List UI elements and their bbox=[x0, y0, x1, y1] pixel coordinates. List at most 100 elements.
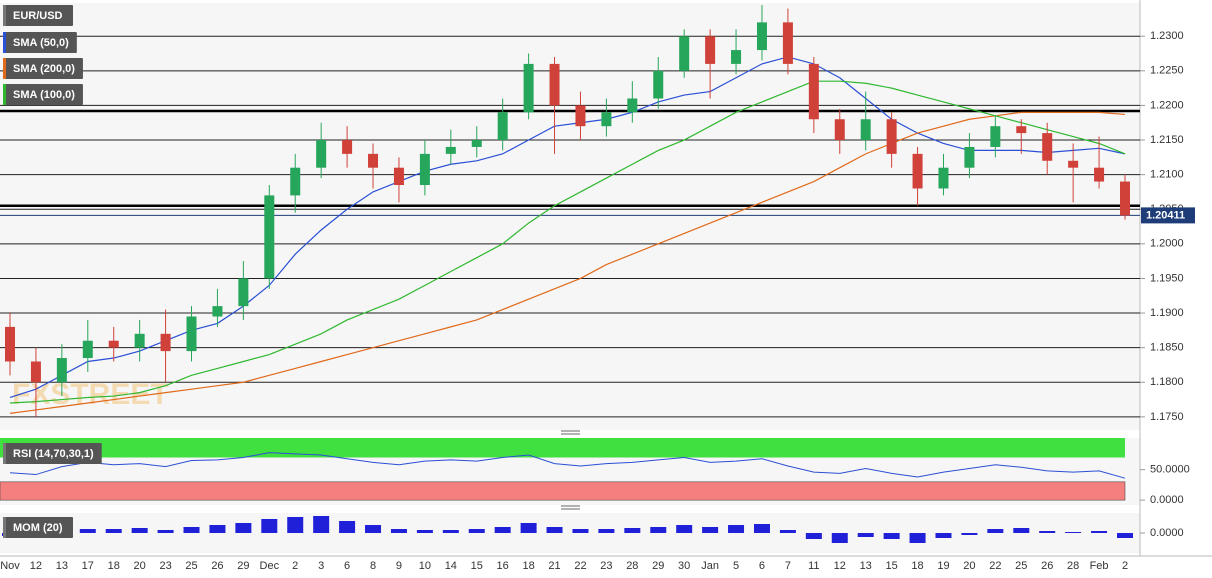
x-tick-label: 29 bbox=[652, 560, 664, 572]
candle-body bbox=[238, 278, 249, 307]
candle-body bbox=[471, 140, 482, 147]
candle-body bbox=[1016, 126, 1027, 134]
x-tick-label: 21 bbox=[548, 560, 560, 572]
x-tick-label: 19 bbox=[937, 560, 949, 572]
legend-box bbox=[3, 443, 102, 464]
x-tick-label: 25 bbox=[185, 560, 197, 572]
mom-bar bbox=[779, 530, 796, 533]
legend-box bbox=[3, 58, 83, 79]
x-tick-label: 25 bbox=[1015, 560, 1027, 572]
legend-item[interactable]: EUR/USD bbox=[3, 5, 73, 26]
candle-body bbox=[290, 167, 301, 196]
candle-body bbox=[316, 140, 327, 168]
mom-bar bbox=[235, 523, 252, 533]
legend-text: SMA (200,0) bbox=[13, 63, 75, 75]
x-tick-label: 6 bbox=[759, 560, 765, 572]
x-tick-label: 6 bbox=[344, 560, 350, 572]
overbought-zone bbox=[0, 438, 1125, 458]
mom-bar bbox=[624, 528, 641, 533]
y-tick-label: 1.1800 bbox=[1150, 376, 1184, 388]
y-tick-label: 1.2250 bbox=[1150, 65, 1184, 77]
x-tick-label: 16 bbox=[497, 560, 509, 572]
x-tick-label: Jan bbox=[701, 560, 719, 572]
candle-body bbox=[860, 119, 871, 141]
candle-body bbox=[938, 167, 949, 189]
mom-bar bbox=[1091, 531, 1108, 533]
legend-item[interactable]: MOM (20) bbox=[3, 517, 73, 538]
splitter[interactable] bbox=[561, 430, 580, 435]
candle-body bbox=[82, 340, 93, 359]
legend-item[interactable]: SMA (200,0) bbox=[3, 58, 83, 79]
x-tick-label: 17 bbox=[82, 560, 94, 572]
candle-body bbox=[160, 333, 171, 352]
candle-body bbox=[134, 333, 145, 348]
legend-swatch bbox=[3, 32, 6, 53]
candle-body bbox=[5, 326, 15, 362]
candle-body bbox=[497, 112, 508, 141]
x-tick-label: Nov bbox=[0, 560, 20, 572]
candle-body bbox=[964, 146, 975, 168]
x-tick-label: 23 bbox=[159, 560, 171, 572]
candle-body bbox=[731, 50, 742, 64]
mom-bar bbox=[79, 529, 96, 533]
x-tick-label: 13 bbox=[860, 560, 872, 572]
legend-text: EUR/USD bbox=[13, 10, 63, 22]
mom-bar bbox=[546, 527, 563, 533]
legend-swatch bbox=[3, 517, 6, 538]
x-tick-label: 28 bbox=[626, 560, 638, 572]
mom-bar bbox=[857, 533, 874, 537]
candle-body bbox=[186, 316, 197, 352]
legend-item[interactable]: RSI (14,70,30,1) bbox=[3, 443, 102, 464]
candle-body bbox=[264, 195, 275, 279]
mom-bar bbox=[935, 533, 952, 538]
candle-body bbox=[549, 63, 560, 106]
y-tick-label: 1.1950 bbox=[1150, 272, 1184, 284]
legend-swatch bbox=[3, 84, 6, 105]
legend-box bbox=[3, 517, 73, 538]
mom-bar bbox=[494, 527, 511, 533]
mom-bar bbox=[365, 525, 382, 533]
x-tick-label: 20 bbox=[963, 560, 975, 572]
candle-body bbox=[445, 146, 456, 154]
x-tick-label: 5 bbox=[733, 560, 739, 572]
candle-body bbox=[627, 98, 638, 113]
candle-body bbox=[30, 361, 41, 383]
x-tick-label: 15 bbox=[471, 560, 483, 572]
y-tick-label: 1.1900 bbox=[1150, 307, 1184, 319]
candle-body bbox=[705, 36, 716, 64]
x-tick-label: 11 bbox=[808, 560, 819, 572]
y-tick-label: 0.0000 bbox=[1150, 494, 1184, 506]
splitter[interactable] bbox=[561, 505, 580, 510]
candle-body bbox=[575, 105, 586, 127]
x-tick-label: 2 bbox=[1122, 560, 1128, 572]
mom-bar bbox=[650, 527, 667, 533]
mom-bar bbox=[209, 525, 226, 533]
legend-text: MOM (20) bbox=[13, 522, 63, 534]
oversold-zone bbox=[0, 481, 1126, 501]
legend-swatch bbox=[3, 5, 6, 26]
sma-line bbox=[9, 80, 1126, 404]
mom-bar bbox=[520, 523, 537, 533]
candle-body bbox=[368, 153, 379, 168]
mom-bar bbox=[287, 517, 304, 533]
mom-bar bbox=[442, 530, 459, 533]
mom-bar bbox=[909, 533, 926, 543]
legend-box bbox=[3, 5, 73, 26]
candle-body bbox=[756, 22, 767, 51]
legend-item[interactable]: SMA (100,0) bbox=[3, 84, 83, 105]
x-tick-label: 12 bbox=[30, 560, 42, 572]
x-tick-label: 18 bbox=[911, 560, 923, 572]
mom-bar bbox=[987, 529, 1004, 533]
x-tick-label: 8 bbox=[370, 560, 376, 572]
x-tick-label: 9 bbox=[396, 560, 402, 572]
candle-body bbox=[56, 358, 67, 383]
candle-body bbox=[782, 22, 793, 64]
x-tick-label: 22 bbox=[574, 560, 586, 572]
candle-body bbox=[108, 340, 119, 348]
x-tick-label: 15 bbox=[886, 560, 898, 572]
x-tick-label: 18 bbox=[522, 560, 534, 572]
mom-bar bbox=[105, 529, 122, 533]
legend-item[interactable]: SMA (50,0) bbox=[3, 32, 77, 53]
x-tick-label: 23 bbox=[600, 560, 612, 572]
